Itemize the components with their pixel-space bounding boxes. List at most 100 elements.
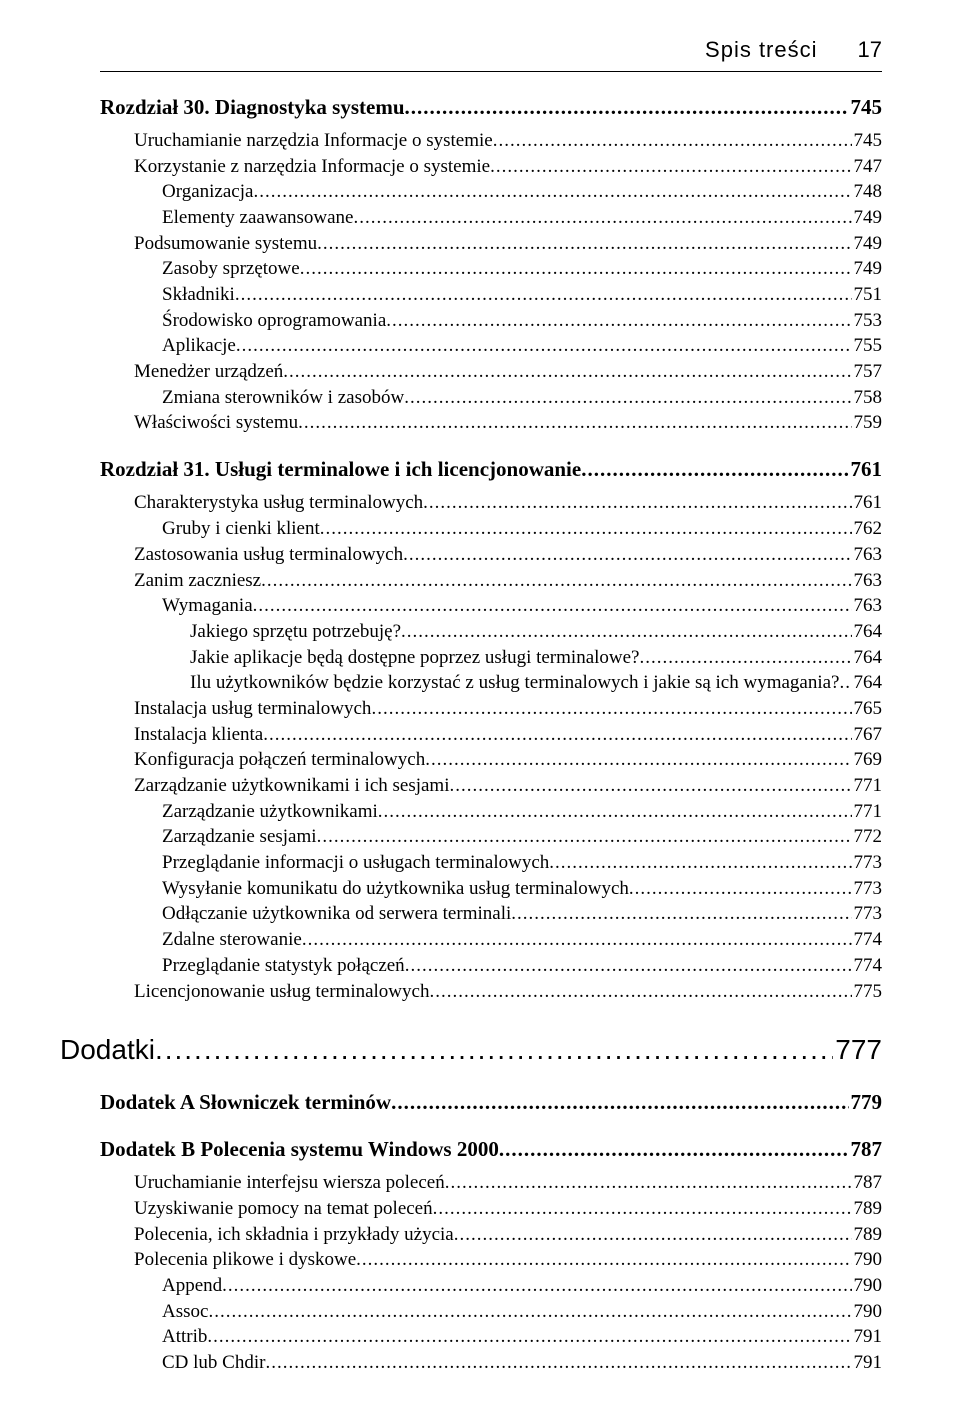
toc-entry: Elementy zaawansowane 749 xyxy=(162,206,882,231)
toc-leader xyxy=(405,954,852,979)
toc-chapter-heading: Dodatek A Słowniczek terminów 779 xyxy=(100,1089,882,1116)
toc-leader xyxy=(207,1325,851,1350)
toc-leader xyxy=(629,877,852,902)
toc-entry: Zanim zaczniesz 763 xyxy=(134,569,882,594)
toc-entry-page: 745 xyxy=(852,129,883,154)
toc-leader xyxy=(429,980,851,1005)
toc-entry: Attrib 791 xyxy=(162,1325,882,1350)
toc-entry: Jakie aplikacje będą dostępne poprzez us… xyxy=(190,646,882,671)
toc-entry-page: 764 xyxy=(852,671,883,696)
toc-entry-page: 791 xyxy=(852,1325,883,1350)
toc-entry-label: Dodatek A Słowniczek terminów xyxy=(100,1089,391,1116)
toc-leader xyxy=(317,825,852,850)
toc-entry-label: Zmiana sterowników i zasobów xyxy=(162,386,404,411)
toc-entry: Podsumowanie systemu 749 xyxy=(134,232,882,257)
toc-leader xyxy=(300,257,852,282)
toc-entry-page: 764 xyxy=(852,646,883,671)
toc-entry-label: Instalacja usług terminalowych xyxy=(134,697,371,722)
toc-leader xyxy=(283,360,851,385)
toc-entry-label: Jakie aplikacje będą dostępne poprzez us… xyxy=(190,646,640,671)
toc-leader xyxy=(222,1274,851,1299)
toc-entry-label: Licencjonowanie usług terminalowych xyxy=(134,980,429,1005)
toc-leader xyxy=(450,774,852,799)
toc-entry-label: CD lub Chdir xyxy=(162,1351,265,1376)
toc-leader xyxy=(378,800,852,825)
toc-entry: Środowisko oprogramowania 753 xyxy=(162,309,882,334)
toc-entry: Właściwości systemu 759 xyxy=(134,411,882,436)
toc-entry: Charakterystyka usług terminalowych 761 xyxy=(134,491,882,516)
toc-leader xyxy=(155,1032,833,1068)
toc-entry-label: Konfiguracja połączeń terminalowych xyxy=(134,748,425,773)
toc-chapter-heading: Rozdział 30. Diagnostyka systemu 745 xyxy=(100,94,882,121)
toc-entry: Odłączanie użytkownika od serwera termin… xyxy=(162,902,882,927)
toc-entry-page: 771 xyxy=(852,800,883,825)
toc-entry-label: Podsumowanie systemu xyxy=(134,232,317,257)
toc-leader xyxy=(235,283,852,308)
toc-entry: Składniki 751 xyxy=(162,283,882,308)
toc-leader xyxy=(320,517,852,542)
toc-entry-label: Uzyskiwanie pomocy na temat poleceń xyxy=(134,1197,433,1222)
toc-entry-label: Elementy zaawansowane xyxy=(162,206,354,231)
toc-entry: Aplikacje 755 xyxy=(162,334,882,359)
toc-entry-page: 775 xyxy=(852,980,883,1005)
toc-entry-label: Przeglądanie informacji o usługach termi… xyxy=(162,851,549,876)
toc-chapter-heading: Dodatek B Polecenia systemu Windows 2000… xyxy=(100,1136,882,1163)
header-rule xyxy=(100,71,882,72)
toc-leader xyxy=(493,129,852,154)
toc-entry-label: Charakterystyka usług terminalowych xyxy=(134,491,423,516)
toc-entry-label: Zdalne sterowanie xyxy=(162,928,302,953)
toc-entry-page: 767 xyxy=(852,723,883,748)
page-header: Spis treści 17 xyxy=(100,36,882,65)
toc-entry-label: Rozdział 31. Usługi terminalowe i ich li… xyxy=(100,456,581,483)
toc-entry-page: 765 xyxy=(852,697,883,722)
toc-entry: Menedżer urządzeń 757 xyxy=(134,360,882,385)
toc-entry-page: 753 xyxy=(852,309,883,334)
toc-entry-page: 749 xyxy=(852,257,883,282)
toc-entry-label: Składniki xyxy=(162,283,235,308)
toc-entry: Uruchamianie interfejsu wiersza poleceń … xyxy=(134,1171,882,1196)
toc-entry: Zarządzanie sesjami 772 xyxy=(162,825,882,850)
toc-entry: Organizacja 748 xyxy=(162,180,882,205)
toc-leader xyxy=(401,620,851,645)
toc-entry-label: Wymagania xyxy=(162,594,253,619)
toc-leader xyxy=(499,1136,849,1163)
toc-entry-page: 771 xyxy=(852,774,883,799)
toc-entry: Instalacja klienta 767 xyxy=(134,723,882,748)
toc-entry-label: Zarządzanie użytkownikami xyxy=(162,800,378,825)
toc-entry: Uruchamianie narzędzia Informacje o syst… xyxy=(134,129,882,154)
toc-leader xyxy=(511,902,851,927)
toc-leader xyxy=(404,386,851,411)
toc-part-heading: Dodatki 777 xyxy=(60,1032,882,1068)
toc-entry-page: 759 xyxy=(852,411,883,436)
toc-entry-page: 769 xyxy=(852,748,883,773)
toc-entry-label: Instalacja klienta xyxy=(134,723,263,748)
toc-entry: Wymagania 763 xyxy=(162,594,882,619)
toc-entry-page: 772 xyxy=(852,825,883,850)
toc-leader xyxy=(403,543,851,568)
toc-leader xyxy=(386,309,851,334)
toc-entry-label: Dodatki xyxy=(60,1032,155,1068)
toc-entry-label: Assoc xyxy=(162,1300,208,1325)
toc-entry: Append 790 xyxy=(162,1274,882,1299)
toc-entry-page: 773 xyxy=(852,902,883,927)
toc-entry-label: Korzystanie z narzędzia Informacje o sys… xyxy=(134,155,490,180)
toc-leader xyxy=(302,928,852,953)
toc-entry-page: 761 xyxy=(852,491,883,516)
toc-entry-label: Zasoby sprzętowe xyxy=(162,257,300,282)
toc-entry: CD lub Chdir 791 xyxy=(162,1351,882,1376)
toc-entry-label: Append xyxy=(162,1274,222,1299)
toc-entry: Zarządzanie użytkownikami i ich sesjami … xyxy=(134,774,882,799)
toc-entry-page: 762 xyxy=(852,517,883,542)
toc-entry-label: Odłączanie użytkownika od serwera termin… xyxy=(162,902,511,927)
toc-entry-page: 749 xyxy=(852,206,883,231)
toc-leader xyxy=(445,1171,852,1196)
toc-entry-page: 763 xyxy=(852,543,883,568)
toc-entry-page: 763 xyxy=(852,569,883,594)
toc-leader xyxy=(354,206,852,231)
toc-leader xyxy=(261,569,851,594)
toc-leader xyxy=(356,1248,851,1273)
toc-entry-page: 774 xyxy=(852,928,883,953)
toc-entry-label: Zarządzanie sesjami xyxy=(162,825,317,850)
toc-entry-page: 757 xyxy=(852,360,883,385)
toc-entry-page: 790 xyxy=(852,1274,883,1299)
